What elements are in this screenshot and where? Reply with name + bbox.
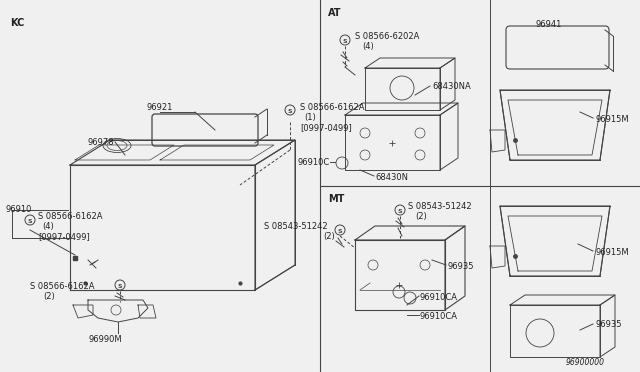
Text: 68430NA: 68430NA bbox=[432, 82, 471, 91]
Text: 96910CA: 96910CA bbox=[420, 293, 458, 302]
Text: (2): (2) bbox=[43, 292, 55, 301]
Text: [0997-0499]: [0997-0499] bbox=[300, 123, 352, 132]
Text: 96910: 96910 bbox=[5, 205, 31, 214]
Text: S 08566-6162A: S 08566-6162A bbox=[38, 212, 102, 221]
Text: S: S bbox=[118, 283, 122, 289]
Text: (1): (1) bbox=[304, 113, 316, 122]
Text: S: S bbox=[288, 109, 292, 113]
Text: S 08566-6202A: S 08566-6202A bbox=[355, 32, 419, 41]
Text: 96990M: 96990M bbox=[88, 335, 122, 344]
Text: AT: AT bbox=[328, 8, 342, 18]
Text: 96935: 96935 bbox=[447, 262, 474, 271]
Text: 96910C: 96910C bbox=[298, 158, 330, 167]
Text: 96978: 96978 bbox=[88, 138, 115, 147]
Text: S: S bbox=[28, 218, 32, 224]
Text: S: S bbox=[397, 208, 403, 214]
Text: S 08566-6162A: S 08566-6162A bbox=[30, 282, 95, 291]
Text: 96915M: 96915M bbox=[595, 115, 628, 124]
Text: S: S bbox=[338, 228, 342, 234]
Text: (2): (2) bbox=[323, 232, 335, 241]
Text: S 08566-6162A: S 08566-6162A bbox=[300, 103, 365, 112]
Text: KC: KC bbox=[10, 18, 24, 28]
Text: 68430N: 68430N bbox=[375, 173, 408, 182]
Text: 96941: 96941 bbox=[535, 20, 561, 29]
Text: (4): (4) bbox=[362, 42, 374, 51]
Text: (4): (4) bbox=[42, 222, 54, 231]
Text: [0997-0499]: [0997-0499] bbox=[38, 232, 90, 241]
Text: 96900000: 96900000 bbox=[566, 358, 605, 367]
Text: MT: MT bbox=[328, 194, 344, 204]
Text: 96915M: 96915M bbox=[595, 248, 628, 257]
Text: S: S bbox=[342, 38, 348, 44]
Text: 96910CA: 96910CA bbox=[420, 312, 458, 321]
Text: S 08543-51242: S 08543-51242 bbox=[408, 202, 472, 211]
Text: 96921: 96921 bbox=[147, 103, 173, 112]
Text: S 08543-51242: S 08543-51242 bbox=[264, 222, 328, 231]
Text: 96935: 96935 bbox=[595, 320, 621, 329]
Text: (2): (2) bbox=[415, 212, 427, 221]
